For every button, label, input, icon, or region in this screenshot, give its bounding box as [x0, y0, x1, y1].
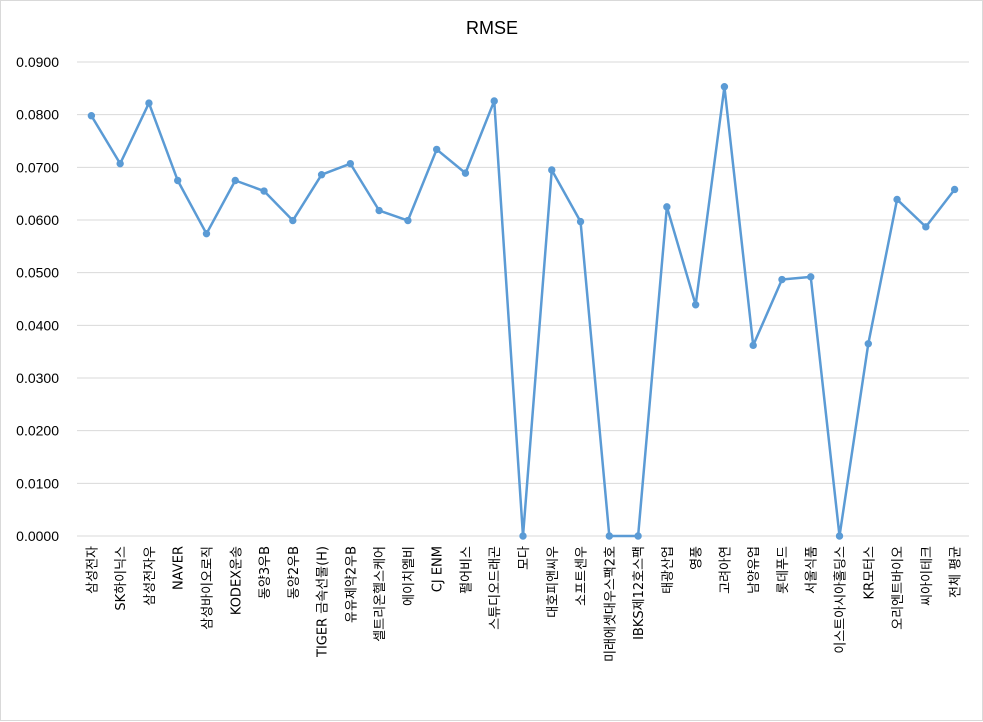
y-tick-label: 0.0700 [16, 159, 59, 175]
data-point [893, 195, 901, 204]
gridlines [77, 61, 969, 537]
x-tick-label: 에이치엘비 [402, 546, 417, 606]
data-point [807, 273, 815, 281]
x-tick-label: 유유제약2우B [344, 546, 359, 623]
data-point [548, 166, 556, 174]
x-tick-label: CJ ENM [431, 546, 446, 592]
data-point [922, 223, 930, 231]
data-point [749, 341, 757, 350]
data-point [432, 145, 441, 154]
data-point [231, 176, 239, 185]
x-tick-label: 스튜디오드래곤 [488, 546, 503, 630]
data-point [634, 532, 642, 540]
x-tick-label: 삼성바이오로직 [200, 546, 215, 630]
data-point [87, 112, 96, 120]
y-tick-label: 0.0800 [16, 107, 59, 123]
data-point [519, 532, 527, 540]
data-point [864, 340, 872, 348]
data-point [375, 206, 383, 215]
data-point [346, 159, 355, 168]
x-tick-label: 대호피앤씨우 [546, 546, 561, 618]
x-tick-label: 삼성전자우 [143, 546, 158, 606]
x-tick-label: 전체 평균 [949, 546, 964, 598]
data-point [202, 229, 211, 238]
data-point [835, 532, 844, 540]
y-tick-label: 0.0900 [16, 54, 59, 70]
data-point [490, 97, 498, 105]
x-tick-label: 삼성전자 [85, 546, 100, 594]
x-tick-label: 소프트센우 [575, 546, 590, 606]
data-point [289, 216, 297, 225]
y-tick-label: 0.0200 [16, 423, 59, 439]
data-point [317, 171, 326, 179]
x-tick-label: 남양유업 [747, 546, 762, 594]
x-tick-label: KR모터스 [862, 546, 877, 599]
x-tick-label: TIGER 금속선물(H) [316, 546, 331, 658]
x-tick-label: 미래에셋대우스팩2호 [603, 546, 618, 662]
data-point [174, 176, 182, 185]
x-tick-label: 서울식품 [805, 546, 820, 594]
x-tick-label: 이스트아시아홀딩스 [834, 546, 849, 654]
data-point [260, 187, 268, 195]
x-tick-label: 동양3우B [258, 546, 273, 599]
data-point [950, 185, 959, 194]
y-tick-label: 0.0100 [16, 475, 59, 491]
x-tick-label: IBKS제12호스팩 [632, 546, 647, 640]
data-point [461, 169, 470, 177]
x-tick-label: SK하이닉스 [114, 546, 129, 611]
y-tick-label: 0.0000 [16, 528, 59, 544]
data-point [720, 83, 729, 91]
y-tick-label: 0.0600 [16, 212, 59, 228]
data-point [663, 203, 671, 211]
x-axis-tick-labels: 삼성전자 SK하이닉스 삼성전자우 NAVER 삼성바이오로직 KODEX운송 동양3우B 동… [85, 546, 963, 662]
data-point [691, 301, 700, 309]
series-points [87, 83, 959, 540]
x-tick-label: 셀트리온헬스케어 [373, 546, 388, 642]
chart-title: RMSE [466, 18, 518, 38]
x-tick-label: KODEX운송 [229, 546, 244, 615]
y-axis-tick-labels: 0.0000 0.0100 0.0200 0.0300 0.0400 0.0500 0.06… [16, 54, 59, 544]
series-line [90, 85, 956, 538]
data-point [116, 159, 124, 168]
y-tick-label: 0.0300 [16, 370, 59, 386]
x-tick-label: 오리엔트바이오 [891, 546, 906, 630]
x-tick-label: 씨아이테크 [920, 546, 935, 606]
x-tick-label: 태광산업 [661, 546, 676, 594]
x-tick-label: 영풍 [690, 546, 705, 570]
data-point [404, 216, 412, 225]
x-tick-label: 동양2우B [287, 546, 302, 599]
x-tick-label: 모다 [517, 546, 532, 570]
data-point [145, 99, 153, 107]
x-tick-label: NAVER [172, 546, 187, 590]
x-tick-label: 롯데푸드 [776, 546, 791, 594]
x-tick-label: 펄어비스 [459, 546, 474, 594]
x-tick-label: 고려아연 [718, 546, 733, 594]
data-point [576, 217, 585, 226]
data-point [778, 275, 786, 284]
y-tick-label: 0.0500 [16, 265, 59, 281]
data-point [605, 532, 614, 540]
y-tick-label: 0.0400 [16, 317, 59, 333]
